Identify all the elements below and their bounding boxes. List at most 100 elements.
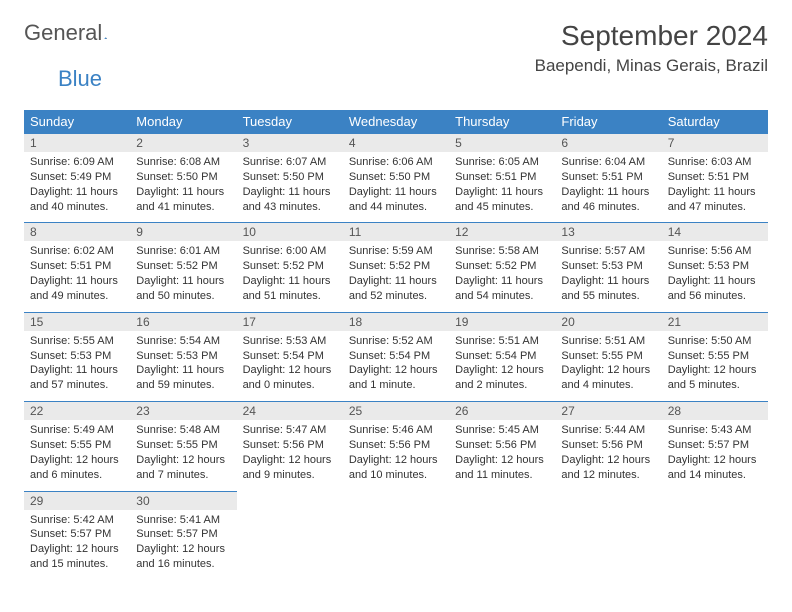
calendar-cell: 6Sunrise: 6:04 AMSunset: 5:51 PMDaylight… — [555, 133, 661, 222]
calendar-cell: 9Sunrise: 6:01 AMSunset: 5:52 PMDaylight… — [130, 222, 236, 311]
sunset-line: Sunset: 5:56 PM — [455, 438, 549, 453]
sunset-line: Sunset: 5:50 PM — [243, 170, 337, 185]
weekday-header: Thursday — [449, 110, 555, 133]
day-number: 4 — [343, 133, 449, 152]
calendar-cell: 25Sunrise: 5:46 AMSunset: 5:56 PMDayligh… — [343, 401, 449, 490]
sunrise-line: Sunrise: 6:01 AM — [136, 244, 230, 259]
sunrise-line: Sunrise: 5:41 AM — [136, 513, 230, 528]
sunrise-line: Sunrise: 6:07 AM — [243, 155, 337, 170]
calendar-cell: 18Sunrise: 5:52 AMSunset: 5:54 PMDayligh… — [343, 312, 449, 401]
weekday-header: Friday — [555, 110, 661, 133]
sunrise-line: Sunrise: 6:09 AM — [30, 155, 124, 170]
day-number: 14 — [662, 222, 768, 241]
sunrise-line: Sunrise: 5:42 AM — [30, 513, 124, 528]
day-details: Sunrise: 5:48 AMSunset: 5:55 PMDaylight:… — [130, 420, 236, 490]
logo-text-2: Blue — [58, 66, 102, 91]
sunrise-line: Sunrise: 5:53 AM — [243, 334, 337, 349]
day-details: Sunrise: 5:55 AMSunset: 5:53 PMDaylight:… — [24, 331, 130, 401]
day-number: 7 — [662, 133, 768, 152]
day-details: Sunrise: 6:04 AMSunset: 5:51 PMDaylight:… — [555, 152, 661, 222]
day-number: 28 — [662, 401, 768, 420]
sunset-line: Sunset: 5:55 PM — [30, 438, 124, 453]
calendar-cell: 1Sunrise: 6:09 AMSunset: 5:49 PMDaylight… — [24, 133, 130, 222]
sunset-line: Sunset: 5:53 PM — [668, 259, 762, 274]
daylight-line: Daylight: 12 hours and 15 minutes. — [30, 542, 124, 572]
day-number: 5 — [449, 133, 555, 152]
calendar-cell: 14 Sunrise: 5:56 AMSunset: 5:53 PMDayligh… — [662, 222, 768, 311]
day-details: Sunrise: 6:09 AMSunset: 5:49 PMDaylight:… — [24, 152, 130, 222]
sail-icon — [104, 26, 107, 40]
day-number: 10 — [237, 222, 343, 241]
sunset-line: Sunset: 5:57 PM — [136, 527, 230, 542]
day-details: Sunrise: 5:44 AMSunset: 5:56 PMDaylight:… — [555, 420, 661, 490]
sunset-line: Sunset: 5:56 PM — [349, 438, 443, 453]
daylight-line: Daylight: 12 hours and 14 minutes. — [668, 453, 762, 483]
daylight-line: Daylight: 11 hours and 56 minutes. — [668, 274, 762, 304]
day-number: 3 — [237, 133, 343, 152]
sunset-line: Sunset: 5:50 PM — [349, 170, 443, 185]
day-number: 6 — [555, 133, 661, 152]
calendar-cell: . — [555, 491, 661, 580]
calendar-cell: . — [662, 491, 768, 580]
sunset-line: Sunset: 5:56 PM — [243, 438, 337, 453]
sunrise-line: Sunrise: 5:49 AM — [30, 423, 124, 438]
sunset-line: Sunset: 5:51 PM — [668, 170, 762, 185]
weekday-header: Monday — [130, 110, 236, 133]
calendar-cell: 8Sunrise: 6:02 AMSunset: 5:51 PMDaylight… — [24, 222, 130, 311]
day-details: Sunrise: 5:45 AMSunset: 5:56 PMDaylight:… — [449, 420, 555, 490]
sunset-line: Sunset: 5:51 PM — [30, 259, 124, 274]
daylight-line: Daylight: 12 hours and 1 minute. — [349, 363, 443, 393]
calendar-cell: 2Sunrise: 6:08 AMSunset: 5:50 PMDaylight… — [130, 133, 236, 222]
sunset-line: Sunset: 5:52 PM — [455, 259, 549, 274]
sunset-line: Sunset: 5:54 PM — [455, 349, 549, 364]
day-details: Sunrise: 5:42 AMSunset: 5:57 PMDaylight:… — [24, 510, 130, 580]
day-details: Sunrise: 6:06 AMSunset: 5:50 PMDaylight:… — [343, 152, 449, 222]
calendar-cell: . — [237, 491, 343, 580]
sunrise-line: Sunrise: 6:08 AM — [136, 155, 230, 170]
day-number: 17 — [237, 312, 343, 331]
daylight-line: Daylight: 12 hours and 6 minutes. — [30, 453, 124, 483]
daylight-line: Daylight: 11 hours and 41 minutes. — [136, 185, 230, 215]
calendar-cell: 13Sunrise: 5:57 AMSunset: 5:53 PMDayligh… — [555, 222, 661, 311]
sunset-line: Sunset: 5:50 PM — [136, 170, 230, 185]
day-number: 16 — [130, 312, 236, 331]
calendar-cell: 16Sunrise: 5:54 AMSunset: 5:53 PMDayligh… — [130, 312, 236, 401]
daylight-line: Daylight: 11 hours and 54 minutes. — [455, 274, 549, 304]
daylight-line: Daylight: 11 hours and 57 minutes. — [30, 363, 124, 393]
day-number: 19 — [449, 312, 555, 331]
sunrise-line: Sunrise: 6:03 AM — [668, 155, 762, 170]
sunset-line: Sunset: 5:55 PM — [668, 349, 762, 364]
sunset-line: Sunset: 5:52 PM — [349, 259, 443, 274]
day-details: Sunrise: 5:52 AMSunset: 5:54 PMDaylight:… — [343, 331, 449, 401]
sunset-line: Sunset: 5:49 PM — [30, 170, 124, 185]
day-details: Sunrise: 5:41 AMSunset: 5:57 PMDaylight:… — [130, 510, 236, 580]
day-details: Sunrise: 6:02 AMSunset: 5:51 PMDaylight:… — [24, 241, 130, 311]
calendar-cell: 28Sunrise: 5:43 AMSunset: 5:57 PMDayligh… — [662, 401, 768, 490]
day-details: Sunrise: 6:03 AMSunset: 5:51 PMDaylight:… — [662, 152, 768, 222]
day-details: Sunrise: 6:07 AMSunset: 5:50 PMDaylight:… — [237, 152, 343, 222]
day-details: Sunrise: 5:51 AMSunset: 5:55 PMDaylight:… — [555, 331, 661, 401]
weekday-header: Saturday — [662, 110, 768, 133]
day-details: Sunrise: 5:47 AMSunset: 5:56 PMDaylight:… — [237, 420, 343, 490]
sunrise-line: Sunrise: 5:56 AM — [668, 244, 762, 259]
day-number: 11 — [343, 222, 449, 241]
calendar-cell: . — [449, 491, 555, 580]
sunset-line: Sunset: 5:53 PM — [561, 259, 655, 274]
daylight-line: Daylight: 12 hours and 7 minutes. — [136, 453, 230, 483]
daylight-line: Daylight: 11 hours and 49 minutes. — [30, 274, 124, 304]
calendar-cell: 30Sunrise: 5:41 AMSunset: 5:57 PMDayligh… — [130, 491, 236, 580]
calendar-cell: 23Sunrise: 5:48 AMSunset: 5:55 PMDayligh… — [130, 401, 236, 490]
sunrise-line: Sunrise: 5:44 AM — [561, 423, 655, 438]
sunset-line: Sunset: 5:52 PM — [243, 259, 337, 274]
calendar-cell: 22Sunrise: 5:49 AMSunset: 5:55 PMDayligh… — [24, 401, 130, 490]
sunrise-line: Sunrise: 5:58 AM — [455, 244, 549, 259]
calendar-cell: 12Sunrise: 5:58 AMSunset: 5:52 PMDayligh… — [449, 222, 555, 311]
day-details: Sunrise: 5:46 AMSunset: 5:56 PMDaylight:… — [343, 420, 449, 490]
sunrise-line: Sunrise: 5:48 AM — [136, 423, 230, 438]
day-number: 13 — [555, 222, 661, 241]
calendar-cell: 26Sunrise: 5:45 AMSunset: 5:56 PMDayligh… — [449, 401, 555, 490]
daylight-line: Daylight: 11 hours and 51 minutes. — [243, 274, 337, 304]
daylight-line: Daylight: 12 hours and 12 minutes. — [561, 453, 655, 483]
daylight-line: Daylight: 11 hours and 44 minutes. — [349, 185, 443, 215]
daylight-line: Daylight: 12 hours and 16 minutes. — [136, 542, 230, 572]
